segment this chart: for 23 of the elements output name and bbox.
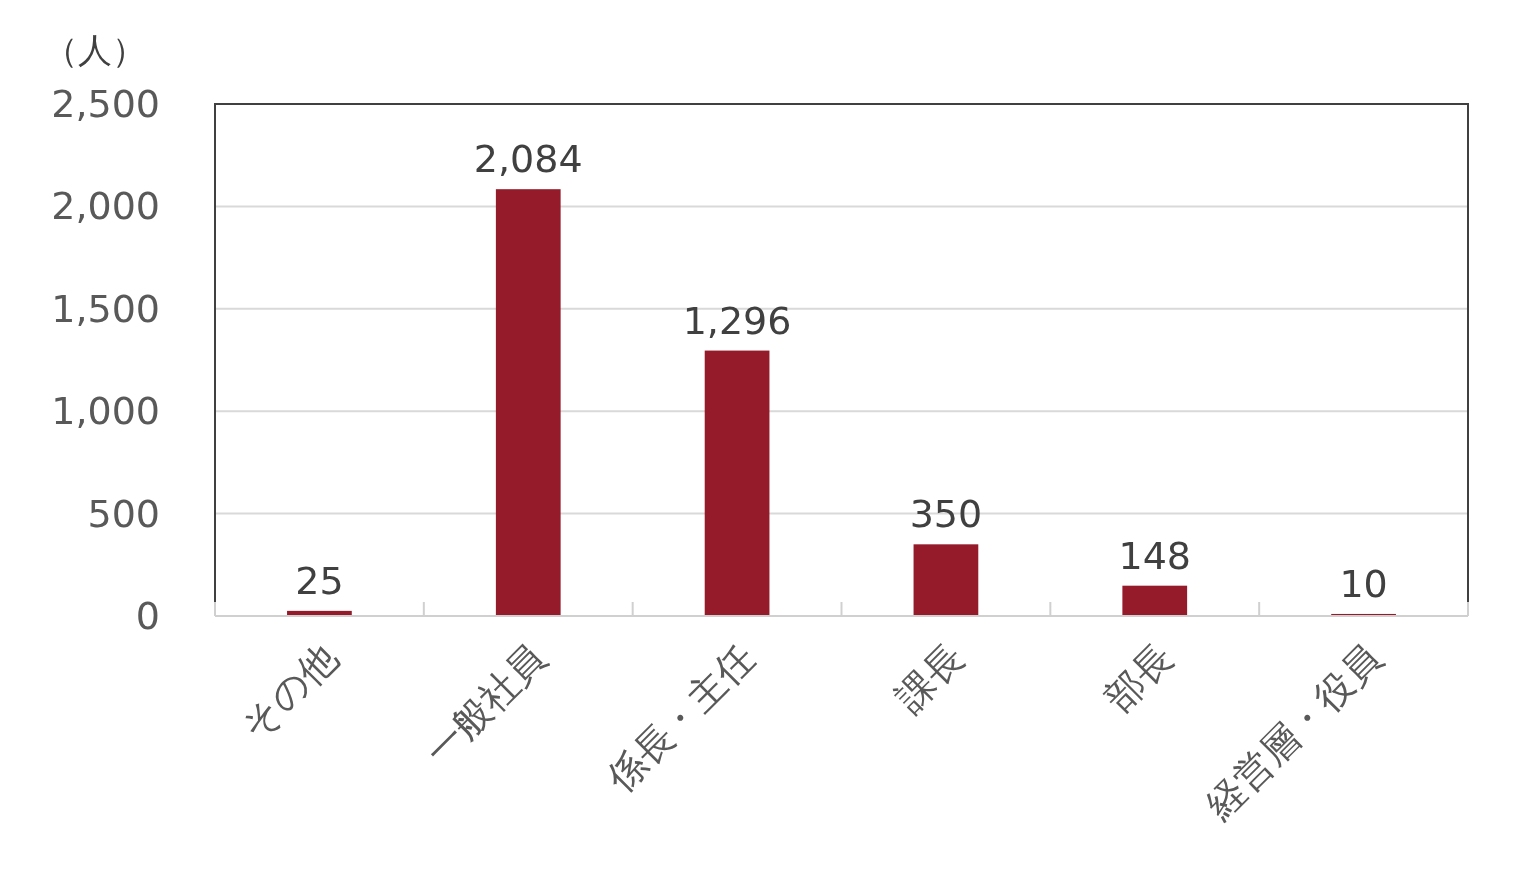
- x-tick-label: その他: [232, 635, 346, 749]
- y-tick-label: 2,000: [51, 184, 160, 229]
- x-tick-label: 一般社員: [416, 635, 555, 774]
- y-axis-title: （人）: [44, 30, 146, 70]
- data-label: 1,296: [682, 298, 792, 343]
- y-tick-label: 1,500: [51, 286, 160, 331]
- y-tick-label: 2,500: [51, 82, 160, 126]
- data-label: 148: [1118, 533, 1192, 578]
- y-tick-label: 1,000: [51, 389, 160, 434]
- x-tick-label: 経営層・役員: [1196, 635, 1390, 829]
- y-tick-label: 500: [87, 491, 160, 536]
- x-tick-label: 課長: [887, 635, 973, 721]
- x-tick-label: 部長: [1096, 635, 1182, 721]
- data-label: 350: [909, 492, 983, 537]
- bar: [704, 350, 770, 616]
- data-label: 25: [295, 558, 344, 603]
- y-tick-label: 0: [135, 594, 160, 638]
- bar: [1122, 585, 1188, 616]
- x-tick-label: 係長・主任: [597, 635, 764, 802]
- data-label: 2,084: [473, 137, 583, 182]
- bar: [913, 544, 979, 616]
- data-label: 10: [1339, 561, 1388, 606]
- bar: [495, 189, 561, 616]
